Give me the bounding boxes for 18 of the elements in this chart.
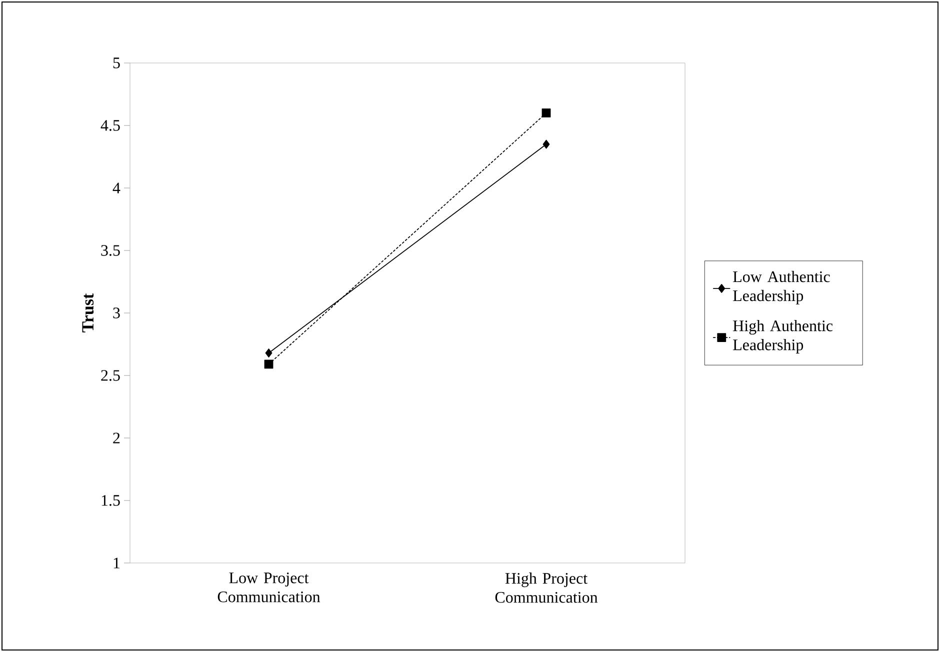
point xyxy=(542,108,551,118)
y-tick-label: 3 xyxy=(113,308,120,318)
point xyxy=(264,360,274,369)
x-tick-label: High Project Communication xyxy=(495,572,598,603)
y-tick-label: 2.5 xyxy=(101,370,120,381)
x-tick-label: Low Project Communication xyxy=(218,572,320,602)
y-tick-label: 1 xyxy=(114,558,120,568)
legend-label: Low Authentic Leadership xyxy=(733,270,830,304)
legend-label: High Authentic Leadership xyxy=(733,320,833,354)
y-axis-title: Trust xyxy=(82,293,94,332)
y-tick-label: 1.5 xyxy=(102,495,120,506)
y-tick-label: 4 xyxy=(112,182,120,194)
y-tick-label: 2 xyxy=(113,432,120,444)
y-tick-label: 3.5 xyxy=(101,245,120,256)
point xyxy=(542,140,550,149)
y-tick-label: 4.5 xyxy=(100,120,120,131)
y-tick-label: 5 xyxy=(113,58,120,68)
point xyxy=(265,348,272,358)
